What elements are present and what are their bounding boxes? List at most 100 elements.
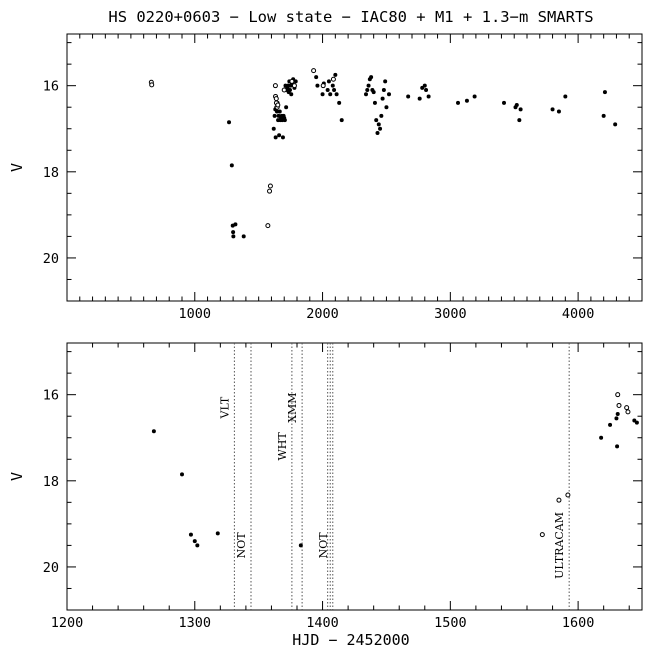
x-axis-label: HJD − 2452000 bbox=[292, 631, 409, 649]
data-point-filled bbox=[274, 109, 279, 114]
data-point-filled bbox=[375, 131, 380, 136]
y-axis-label: V bbox=[8, 472, 26, 481]
data-point-open bbox=[625, 409, 631, 415]
data-point-filled bbox=[614, 416, 619, 421]
data-point-filled bbox=[550, 107, 555, 112]
data-point-filled bbox=[602, 90, 607, 95]
data-point-open bbox=[149, 82, 155, 88]
data-point-filled bbox=[314, 75, 319, 80]
x-tick-label: 3000 bbox=[434, 306, 467, 322]
data-point-filled bbox=[372, 100, 377, 105]
data-point-filled bbox=[320, 92, 325, 97]
data-point-filled bbox=[273, 135, 278, 140]
plot-frame bbox=[66, 342, 643, 611]
x-tick-label: 4000 bbox=[562, 306, 595, 322]
data-point-filled bbox=[366, 83, 371, 88]
data-point-filled bbox=[599, 435, 604, 440]
event-label: NOT bbox=[235, 532, 248, 559]
data-point-filled bbox=[406, 94, 411, 99]
top-panel-plot: 1000 2000 3000 4000 16 18 20 V bbox=[8, 33, 643, 322]
x-tick-label: 2000 bbox=[306, 306, 339, 322]
data-point-open bbox=[267, 188, 273, 194]
data-point-filled bbox=[192, 539, 197, 544]
data-point-filled bbox=[315, 83, 320, 88]
data-point-filled bbox=[376, 122, 381, 127]
data-point-open bbox=[272, 83, 278, 89]
data-point-filled bbox=[284, 105, 289, 110]
data-point-open bbox=[289, 78, 295, 84]
data-point-filled bbox=[233, 222, 238, 227]
x-tick-label: 1600 bbox=[562, 615, 595, 631]
data-point-filled bbox=[380, 96, 385, 101]
data-point-filled bbox=[337, 100, 342, 105]
data-point-filled bbox=[381, 87, 386, 92]
data-point-filled bbox=[383, 79, 388, 84]
data-point-filled bbox=[227, 120, 232, 125]
x-tick-label: 1400 bbox=[306, 615, 339, 631]
data-point-open bbox=[275, 102, 281, 108]
data-point-filled bbox=[280, 135, 285, 140]
data-point-filled bbox=[333, 72, 338, 77]
data-point-filled bbox=[615, 412, 620, 417]
y-tick-label: 16 bbox=[43, 388, 59, 404]
x-tick-label: 1500 bbox=[434, 615, 467, 631]
x-tick-label: 1000 bbox=[179, 306, 212, 322]
data-point-filled bbox=[371, 90, 376, 95]
data-point-filled bbox=[615, 444, 620, 449]
data-point-filled bbox=[384, 105, 389, 110]
chart-title: HS 0220+0603 − Low state − IAC80 + M1 + … bbox=[108, 8, 593, 26]
data-point-filled bbox=[424, 87, 429, 92]
data-point-filled bbox=[364, 92, 368, 97]
data-point-filled bbox=[325, 87, 330, 92]
y-tick-label: 20 bbox=[43, 251, 59, 267]
event-label: NOT bbox=[317, 532, 330, 559]
data-point-filled bbox=[328, 92, 333, 97]
event-label: ULTRACAM bbox=[553, 512, 566, 579]
data-point-filled bbox=[334, 92, 339, 97]
event-label: VLT bbox=[218, 396, 231, 419]
data-point-filled bbox=[379, 113, 384, 118]
data-point-filled bbox=[339, 118, 344, 123]
data-point-filled bbox=[417, 96, 422, 101]
data-point-filled bbox=[241, 234, 246, 239]
data-point-filled bbox=[378, 126, 383, 131]
y-tick-label: 20 bbox=[43, 560, 59, 576]
data-point-filled bbox=[289, 92, 294, 97]
data-point-filled bbox=[563, 94, 568, 99]
data-point-filled bbox=[387, 92, 391, 97]
data-point-filled bbox=[293, 79, 298, 84]
data-point-filled bbox=[231, 234, 236, 239]
data-point-filled bbox=[282, 118, 287, 123]
data-point-filled bbox=[608, 422, 613, 427]
data-point-open bbox=[281, 87, 287, 93]
data-point-open bbox=[565, 492, 571, 498]
data-point-filled bbox=[271, 126, 276, 131]
data-point-open bbox=[320, 83, 326, 89]
data-point-filled bbox=[229, 163, 234, 168]
data-point-open bbox=[624, 405, 630, 411]
data-point-open bbox=[265, 223, 271, 229]
event-label: XMM bbox=[286, 392, 299, 422]
data-point-filled bbox=[287, 87, 292, 92]
data-point-filled bbox=[556, 109, 561, 114]
plot-frame bbox=[66, 33, 643, 302]
data-point-filled bbox=[464, 98, 469, 103]
data-point-open bbox=[311, 68, 317, 74]
x-tick-label: 1200 bbox=[51, 615, 84, 631]
bottom-panel-plot: 1200 1300 1400 1500 1600 16 18 20 V VLT NOT WHT XMM N… bbox=[8, 342, 643, 631]
data-point-filled bbox=[369, 75, 374, 80]
data-point-filled bbox=[215, 531, 220, 536]
y-axis-label: V bbox=[8, 163, 26, 172]
data-point-open bbox=[330, 76, 336, 82]
data-point-filled bbox=[472, 94, 477, 99]
data-point-filled bbox=[517, 118, 522, 123]
data-point-filled bbox=[326, 79, 331, 84]
data-point-filled bbox=[502, 100, 506, 105]
data-point-filled bbox=[514, 103, 519, 108]
data-point-filled bbox=[195, 543, 200, 548]
data-point-filled bbox=[601, 113, 606, 118]
data-point-open bbox=[616, 402, 622, 408]
data-point-filled bbox=[151, 429, 156, 434]
data-point-filled bbox=[365, 87, 370, 92]
